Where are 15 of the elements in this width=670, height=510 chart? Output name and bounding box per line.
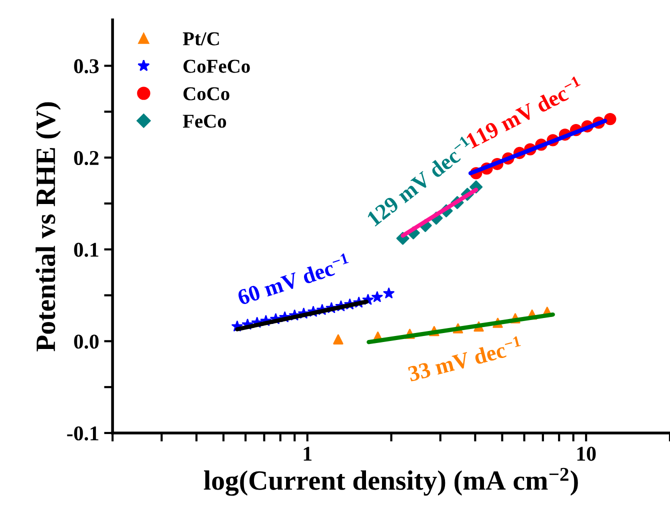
legend-label: Pt/C xyxy=(182,32,219,46)
y-axis-title: Potential vs RHE (V) xyxy=(36,102,61,352)
legend-label: FeCo xyxy=(182,114,226,128)
y-tick-label: 0.2 xyxy=(74,150,98,166)
x-axis-title: log(Current density) (mA cm$^{−2}$) xyxy=(204,468,578,496)
y-tick-label: 0.1 xyxy=(74,242,98,257)
x-tick-label: 10 xyxy=(577,446,596,461)
y-tick-label: 0.3 xyxy=(74,59,99,74)
x-tick-label: 1 xyxy=(304,446,312,461)
y-tick-label: -0.1 xyxy=(67,426,98,441)
legend-label: CoCo xyxy=(184,87,230,100)
annotation: 60 mV dec$^{−1}$ xyxy=(236,252,351,306)
y-tick-label: 0.0 xyxy=(74,334,99,349)
legend-label: CoFeCo xyxy=(184,60,250,73)
annotation: 33 mV dec$^{−1}$ xyxy=(406,336,523,382)
